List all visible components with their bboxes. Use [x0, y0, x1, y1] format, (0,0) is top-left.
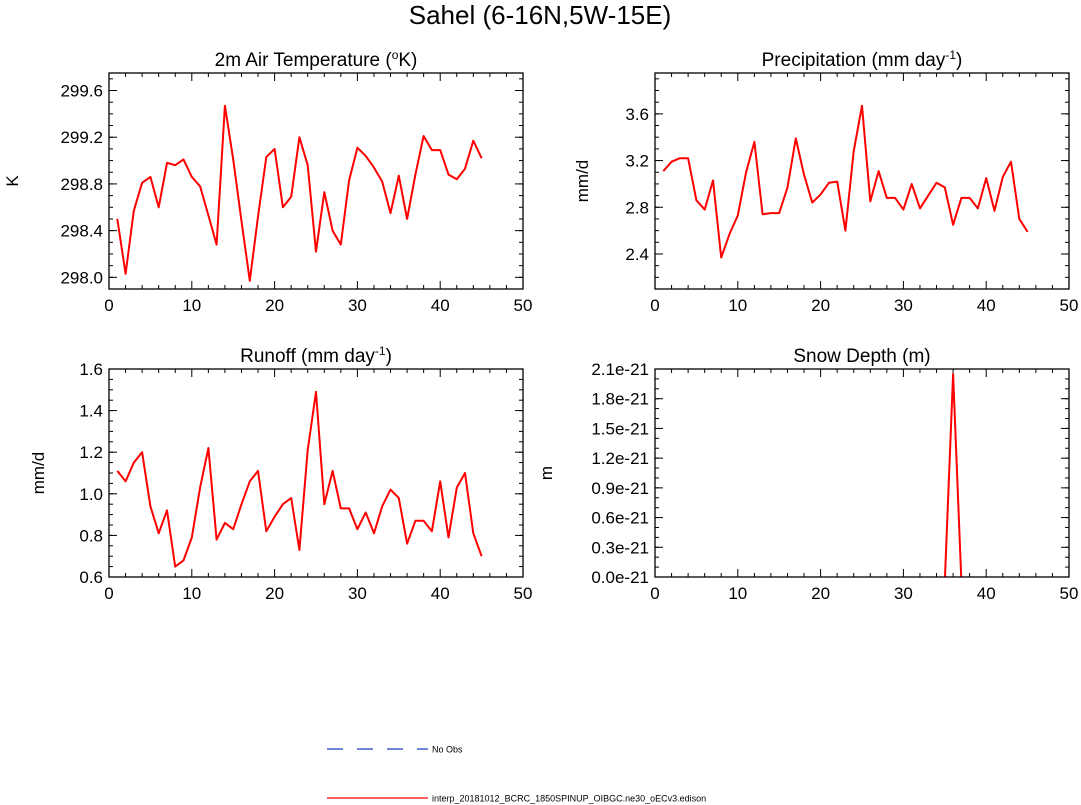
- y-tick-label: 298.4: [60, 222, 103, 241]
- x-tick-label: 50: [1060, 296, 1079, 315]
- y-tick-label: 2.4: [625, 245, 649, 264]
- series-line-1: [116, 390, 483, 568]
- panel-title: Snow Depth (m): [793, 346, 930, 367]
- series-line-1: [943, 373, 963, 577]
- x-tick-label: 0: [104, 584, 113, 603]
- y-tick-label: 298.8: [60, 175, 103, 194]
- y-tick-label: 298.0: [60, 268, 103, 287]
- chart-panel-4: Snow Depth (m) 0 10 20 30 40 50 0.0e-21 0.3e-21 0…: [537, 346, 1078, 603]
- legend-label-2: interp_20181012_BCRC_1850SPINUP_OIBGC.ne…: [432, 794, 706, 804]
- x-tick-label: 10: [182, 296, 201, 315]
- plot-frame: [654, 368, 1070, 578]
- y-tick-label: 0.0e-21: [591, 568, 649, 587]
- y-axis-label: m: [537, 466, 556, 480]
- x-tick-label: 30: [348, 296, 367, 315]
- x-tick-label: 30: [894, 584, 913, 603]
- chart-panel-1: 2m Air Temperature (oK) 0 10 20 30 40 50 298.0 2…: [3, 48, 532, 315]
- x-tick-label: 20: [811, 296, 830, 315]
- x-tick-label: 50: [1060, 584, 1079, 603]
- y-tick-label: 1.4: [79, 402, 103, 421]
- y-tick-label: 299.2: [60, 128, 103, 147]
- legend: No Obs interp_20181012_BCRC_1850SPINUP_OI…: [327, 745, 706, 804]
- y-tick-label: 1.6: [79, 360, 103, 379]
- x-tick-label: 10: [728, 584, 747, 603]
- x-tick-label: 40: [431, 584, 450, 603]
- panel-title: Runoff (mm day-1): [240, 344, 392, 367]
- x-tick-label: 40: [977, 296, 996, 315]
- plot-frame: [108, 72, 524, 290]
- series-line-1: [116, 104, 483, 282]
- x-tick-label: 10: [182, 584, 201, 603]
- y-tick-label: 0.9e-21: [591, 479, 649, 498]
- y-axis-label: mm/d: [573, 160, 592, 203]
- y-tick-label: 1.5e-21: [591, 419, 649, 438]
- x-tick-label: 0: [650, 584, 659, 603]
- x-tick-label: 30: [348, 584, 367, 603]
- panel-title-main: 2m Air Temperature (: [215, 50, 393, 71]
- y-tick-label: 2.8: [625, 198, 649, 217]
- panel-title-main: Precipitation (mm day: [762, 50, 946, 71]
- y-axis-label: K: [3, 175, 22, 187]
- y-tick-label: 1.2: [79, 443, 103, 462]
- x-tick-label: 50: [514, 584, 533, 603]
- panel-title-sup: -1: [945, 48, 956, 62]
- y-tick-label: 0.3e-21: [591, 538, 649, 557]
- x-tick-label: 10: [728, 296, 747, 315]
- y-axis-label: mm/d: [29, 452, 48, 495]
- x-tick-label: 20: [265, 584, 284, 603]
- x-tick-label: 0: [104, 296, 113, 315]
- panel-title-main: Snow Depth (m): [793, 346, 930, 367]
- panel-title-tail: ): [386, 346, 392, 367]
- y-tick-label: 0.6e-21: [591, 509, 649, 528]
- y-tick-label: 1.0: [79, 485, 103, 504]
- x-tick-label: 30: [894, 296, 913, 315]
- panel-title-tail: ): [956, 50, 962, 71]
- chart-panel-2: Precipitation (mm day-1) 0 10 20 30 40 50 2.4 2.…: [573, 48, 1078, 315]
- plot-frame: [654, 72, 1070, 290]
- x-tick-label: 20: [811, 584, 830, 603]
- series-line-1: [662, 104, 1029, 259]
- panel-title-sup: -1: [375, 344, 386, 358]
- legend-label-1: No Obs: [432, 745, 463, 755]
- panel-title-tail: K): [398, 50, 417, 71]
- x-tick-label: 40: [431, 296, 450, 315]
- x-tick-label: 20: [265, 296, 284, 315]
- y-tick-label: 3.2: [625, 152, 649, 171]
- panel-title-sup: o: [392, 48, 399, 62]
- y-tick-label: 1.2e-21: [591, 449, 649, 468]
- panel-title: 2m Air Temperature (oK): [215, 48, 418, 71]
- x-tick-label: 0: [650, 296, 659, 315]
- figure-title: Sahel (6-16N,5W-15E): [409, 0, 672, 30]
- y-tick-label: 2.1e-21: [591, 360, 649, 379]
- x-tick-label: 40: [977, 584, 996, 603]
- y-tick-label: 1.8e-21: [591, 390, 649, 409]
- x-tick-label: 50: [514, 296, 533, 315]
- y-tick-label: 0.8: [79, 526, 103, 545]
- chart-panel-3: Runoff (mm day-1) 0 10 20 30 40 50 0.6 0.8 1.0 1.2…: [29, 344, 532, 603]
- y-tick-label: 0.6: [79, 568, 103, 587]
- y-tick-label: 299.6: [60, 82, 103, 101]
- panel-title-main: Runoff (mm day: [240, 346, 375, 367]
- panel-title: Precipitation (mm day-1): [762, 48, 963, 71]
- y-tick-label: 3.6: [625, 105, 649, 124]
